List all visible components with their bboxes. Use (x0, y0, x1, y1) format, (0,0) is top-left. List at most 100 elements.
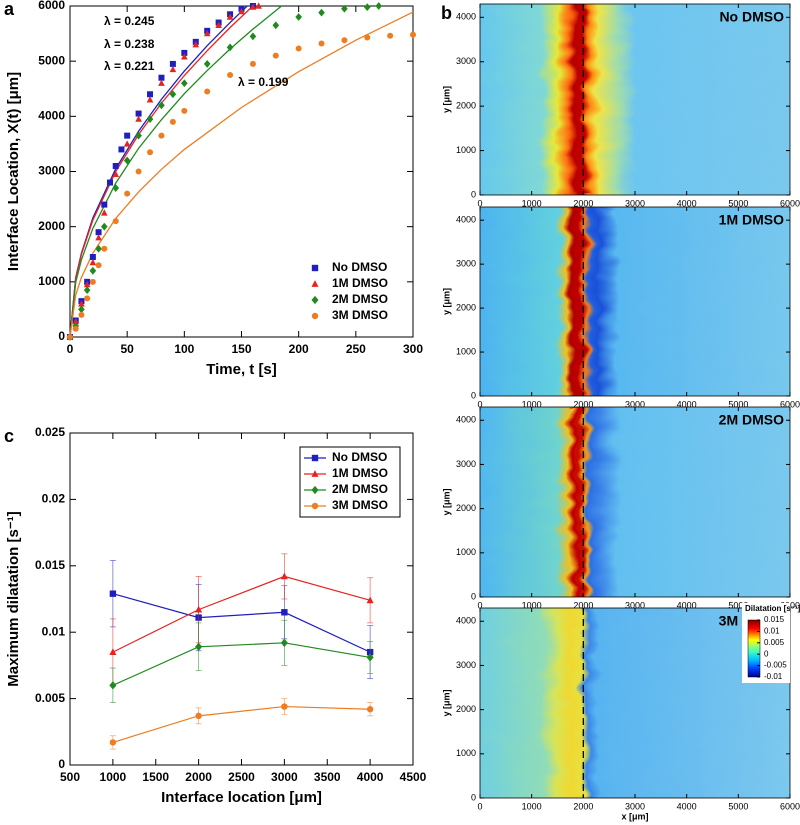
fit-annotation: λ = 0.199 (238, 75, 289, 89)
y-tick-label: 2000 (456, 704, 476, 714)
x-tick-label: 5000 (728, 801, 748, 811)
series-line (112, 593, 371, 653)
legend-marker (311, 264, 319, 272)
marker (366, 706, 374, 713)
x-tick-label: 4000 (677, 801, 697, 811)
y-tick-label: 2000 (38, 219, 65, 233)
y-tick-label: 0 (471, 792, 476, 802)
marker (135, 131, 142, 140)
marker (101, 209, 108, 216)
marker (78, 300, 85, 307)
marker (255, 2, 262, 9)
x-tick-label: 2000 (573, 198, 593, 208)
y-axis-label: y [μm] (441, 689, 451, 716)
marker (181, 49, 188, 56)
marker (195, 605, 203, 613)
x-tick-label: 4000 (677, 399, 697, 409)
x-axis-label: Time, t [s] (206, 361, 277, 378)
marker (72, 325, 79, 332)
marker (146, 115, 154, 123)
marker (181, 79, 188, 88)
x-tick-label: 1000 (100, 770, 127, 784)
marker (215, 21, 222, 29)
marker (366, 653, 374, 662)
x-tick-label: 4500 (400, 770, 427, 784)
y-tick-label: 4000 (456, 12, 476, 22)
marker (109, 681, 117, 690)
colorbar-tick-label: 0.015 (764, 615, 785, 624)
marker (109, 590, 117, 597)
marker (249, 32, 257, 41)
legend-label: No DMSO (332, 450, 387, 464)
marker (341, 37, 348, 44)
x-tick-label: 500 (60, 770, 80, 784)
y-axis-label: Maximum dilatation [s⁻¹] (5, 511, 22, 686)
marker (238, 7, 245, 15)
x-tick-label: 2500 (228, 770, 255, 784)
y-tick-label: 5000 (38, 53, 65, 67)
y-tick-label: 0.005 (35, 691, 65, 705)
x-tick-label: 3500 (314, 770, 341, 784)
x-tick-label: 150 (231, 342, 251, 356)
y-tick-label: 2000 (456, 302, 476, 312)
marker (101, 201, 108, 208)
x-tick-label: 0 (477, 801, 482, 811)
x-tick-label: 3000 (625, 600, 645, 610)
x-tick-label: 0 (477, 600, 482, 610)
marker (249, 60, 256, 67)
marker (89, 278, 96, 285)
heatmap-field (480, 207, 790, 396)
y-axis-label: y [μm] (441, 86, 451, 113)
y-tick-label: 1000 (456, 145, 476, 155)
marker (272, 52, 279, 59)
x-tick-label: 1000 (522, 198, 542, 208)
marker (118, 146, 125, 153)
legend-marker (311, 470, 319, 477)
marker (169, 60, 176, 67)
legend-label: 2M DMSO (332, 292, 388, 306)
marker (226, 43, 234, 52)
x-tick-label: 6000 (780, 399, 800, 409)
y-tick-label: 3000 (456, 660, 476, 670)
x-tick-label: 2000 (573, 399, 593, 409)
marker (83, 286, 91, 295)
marker (272, 21, 280, 30)
x-tick-label: 250 (346, 342, 366, 356)
marker (203, 60, 211, 68)
marker (109, 648, 117, 655)
x-tick-label: 200 (289, 342, 309, 356)
legend-label: 3M DMSO (332, 308, 388, 322)
marker (146, 96, 154, 103)
marker (158, 74, 165, 81)
x-axis-label: x [μm] (621, 811, 648, 821)
x-tick-label: 5000 (728, 399, 748, 409)
y-tick-label: 1000 (456, 547, 476, 557)
x-tick-label: 50 (120, 342, 134, 356)
marker (109, 739, 117, 746)
marker (195, 642, 203, 651)
fit-line (69, 5, 282, 338)
marker (147, 91, 154, 98)
y-tick-label: 0.01 (42, 624, 66, 638)
marker (192, 41, 200, 48)
x-tick-label: 5000 (728, 600, 748, 610)
marker (89, 266, 97, 275)
marker (226, 13, 234, 20)
y-tick-label: 6000 (38, 0, 65, 12)
marker (181, 107, 188, 114)
marker (280, 638, 288, 647)
marker (147, 149, 154, 156)
marker (387, 32, 394, 39)
legend-label: 1M DMSO (332, 276, 388, 290)
colorbar-tick-label: 0 (764, 649, 769, 658)
x-tick-label: 4000 (677, 600, 697, 610)
marker (112, 184, 120, 192)
marker (363, 3, 371, 12)
x-tick-label: 300 (403, 342, 423, 356)
colorbar-tick-label: -0.005 (764, 661, 787, 670)
y-tick-label: 4000 (456, 415, 476, 425)
marker (89, 258, 97, 266)
y-tick-label: 0.02 (42, 492, 66, 506)
y-tick-label: 0 (471, 189, 476, 199)
